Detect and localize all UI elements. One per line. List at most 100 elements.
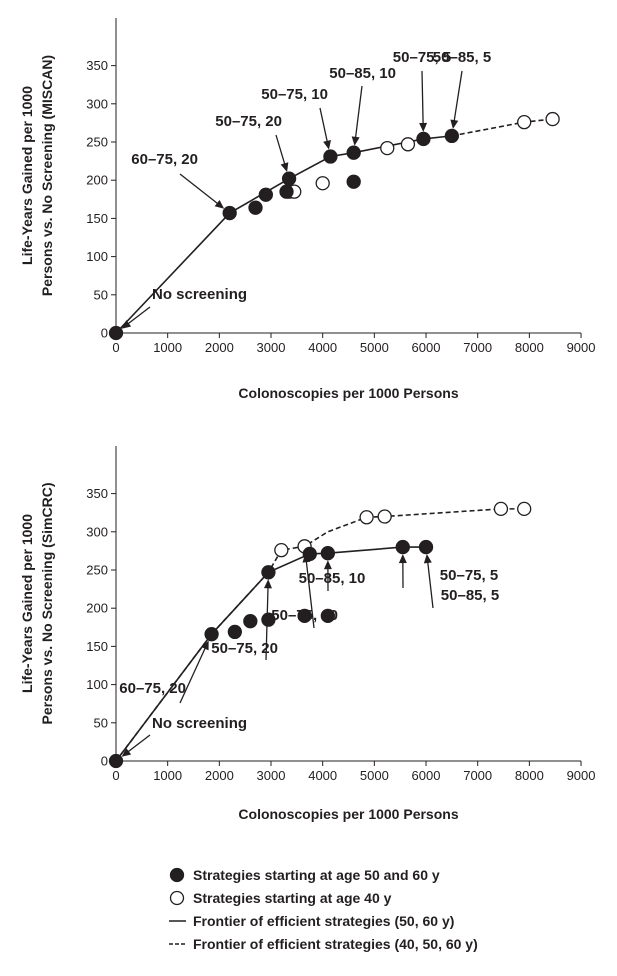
annotation-arrow-head: [263, 579, 272, 589]
x-tick-label: 2000: [205, 340, 234, 355]
x-tick-label: 3000: [257, 340, 286, 355]
filled-marker: [222, 205, 237, 221]
open-marker: [493, 501, 509, 517]
annotation-arrow-shaft: [179, 173, 220, 206]
x-tick-label: 5000: [360, 768, 389, 783]
y-tick-label: 0: [101, 326, 108, 341]
x-tick-label: 2000: [205, 768, 234, 783]
legend-label: Frontier of efficient strategies (40, 50…: [193, 936, 478, 952]
legend: Strategies starting at age 50 and 60 y St…: [169, 867, 478, 952]
filled-marker: [248, 200, 263, 215]
annotation-label: 50–75, 10: [271, 607, 338, 624]
y-axis-label-line1: Life-Years Gained per 1000: [19, 86, 35, 265]
y-axis-label-line2: Persons vs. No Screening (MISCAN): [39, 55, 55, 296]
x-tick-label: 5000: [360, 340, 389, 355]
x-tick-label: 8000: [515, 340, 544, 355]
filled-marker: [258, 187, 273, 202]
annotation-label: 50–85, 10: [329, 65, 396, 82]
annotation-label: 50–75, 10: [261, 86, 328, 103]
annotation-label: 50–75, 5: [440, 567, 498, 584]
open-marker: [380, 140, 395, 156]
open-marker: [517, 114, 532, 130]
annotation-label: 50–85, 10: [299, 570, 366, 587]
annotation-arrow-shaft: [305, 559, 315, 629]
y-tick-label: 50: [94, 715, 108, 730]
y-tick-label: 200: [86, 601, 108, 616]
filled-marker: [444, 128, 460, 144]
filled-marker: [323, 149, 338, 164]
legend-label: Strategies starting at age 40 y: [193, 890, 392, 906]
filled-marker: [320, 546, 335, 561]
annotation-arrow-head: [121, 748, 132, 757]
x-tick-label: 4000: [308, 768, 337, 783]
filled-marker: [297, 608, 312, 623]
annotation-arrow-shaft: [426, 559, 434, 609]
x-tick-label: 8000: [515, 768, 544, 783]
x-tick-label: 7000: [463, 768, 492, 783]
filled-marker: [227, 624, 242, 640]
x-axis-label: Colonoscopies per 1000 Persons: [238, 806, 458, 822]
filled-marker: [281, 171, 297, 186]
annotation-arrow-head: [323, 140, 331, 150]
x-tick-label: 0: [112, 768, 119, 783]
legend-label: Frontier of efficient strategies (50, 60…: [193, 913, 454, 929]
y-tick-label: 150: [86, 639, 108, 654]
annotation-arrow-head: [351, 136, 360, 146]
annotation-arrow-shaft: [125, 306, 151, 326]
annotation-label: 60–75, 20: [119, 680, 186, 697]
open-marker: [359, 510, 374, 525]
annotation-label: 50–75, 5: [393, 49, 451, 66]
y-tick-label: 100: [86, 677, 108, 692]
open-marker: [400, 137, 416, 152]
annotation-arrow-shaft: [179, 645, 207, 704]
x-tick-label: 9000: [567, 340, 596, 355]
annotation-label: 50–85, 5: [433, 49, 491, 66]
y-tick-label: 150: [86, 211, 108, 226]
annotation-arrow-head: [450, 119, 459, 129]
y-tick-label: 0: [101, 754, 108, 769]
x-tick-label: 4000: [308, 340, 337, 355]
x-tick-label: 3000: [257, 768, 286, 783]
x-axis-label: Colonoscopies per 1000 Persons: [238, 385, 458, 401]
annotation-arrow-shaft: [453, 70, 463, 124]
filled-marker: [261, 565, 276, 580]
x-tick-label: 6000: [412, 340, 441, 355]
y-tick-label: 250: [86, 563, 108, 578]
filled-marker: [279, 184, 294, 199]
y-tick-label: 200: [86, 173, 108, 188]
y-tick-label: 300: [86, 524, 108, 539]
filled-marker: [243, 614, 258, 629]
y-tick-label: 350: [86, 58, 108, 73]
open-marker: [377, 509, 392, 524]
filled-marker: [346, 145, 361, 160]
open-marker: [274, 542, 289, 558]
annotation-label: 60–75, 20: [131, 151, 198, 168]
annotation-arrow-head: [302, 553, 311, 563]
frontier-dashed-line: [115, 508, 525, 762]
y-tick-label: 50: [94, 287, 108, 302]
annotation-arrow-head: [280, 162, 289, 172]
x-tick-label: 9000: [567, 768, 596, 783]
annotation-arrow-head: [214, 200, 225, 209]
y-tick-label: 250: [86, 135, 108, 150]
frontier-dashed-line: [451, 118, 553, 137]
x-tick-label: 1000: [153, 768, 182, 783]
y-tick-label: 100: [86, 249, 108, 264]
filled-marker: [416, 131, 431, 147]
x-tick-label: 1000: [153, 340, 182, 355]
annotation-label: 50–85, 5: [441, 587, 499, 604]
legend-filled-marker: [169, 867, 185, 883]
annotation-arrow-shaft: [421, 70, 424, 126]
annotation-arrow-shaft: [125, 734, 151, 754]
filled-marker: [108, 753, 124, 769]
filled-marker: [204, 627, 219, 642]
open-marker: [315, 176, 330, 191]
y-tick-label: 300: [86, 96, 108, 111]
open-marker: [517, 501, 532, 517]
annotation-arrow-head: [323, 560, 332, 570]
annotation-arrow-head: [121, 320, 132, 329]
filled-marker: [346, 174, 361, 189]
filled-marker: [320, 608, 335, 623]
y-tick-label: 350: [86, 486, 108, 501]
